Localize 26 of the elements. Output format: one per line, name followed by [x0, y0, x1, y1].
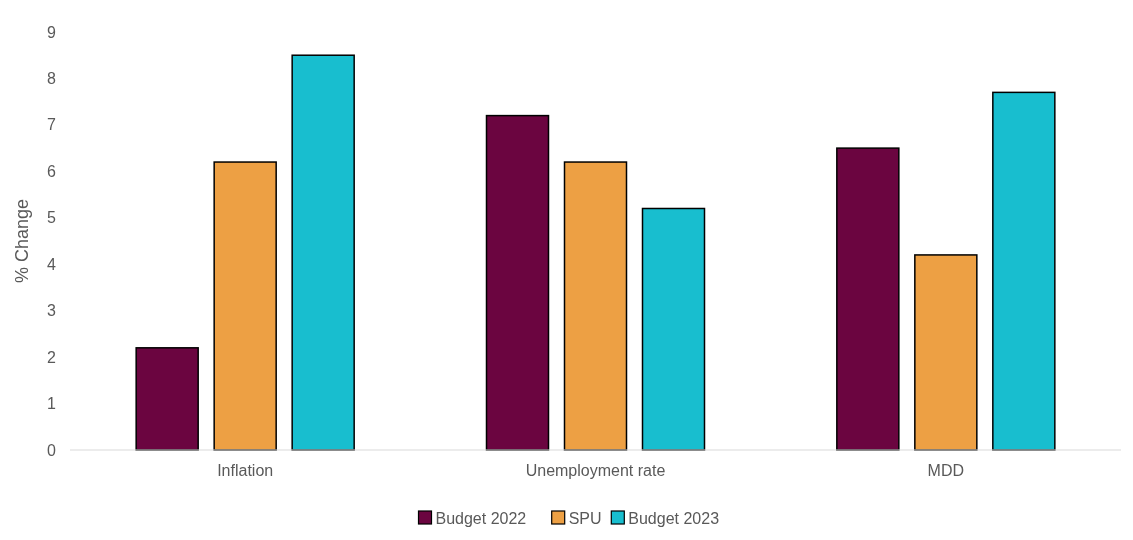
bar [992, 91, 1056, 451]
x-tick-label: Unemployment rate [525, 462, 666, 479]
bar [291, 54, 355, 451]
legend-label: SPU [568, 509, 602, 527]
bar [485, 114, 550, 451]
bar [135, 347, 199, 451]
x-tick-label: MDD [927, 462, 965, 479]
y-tick-label: 3 [47, 302, 57, 320]
y-tick-label: 7 [47, 116, 57, 134]
bar [213, 161, 277, 451]
bar [641, 207, 706, 451]
legend-label: Budget 2023 [628, 509, 720, 527]
y-tick-label: 5 [47, 209, 57, 227]
x-tick-label: Inflation [217, 462, 274, 479]
bar [914, 254, 978, 451]
y-axis-title: % Change [12, 198, 32, 284]
y-tick-label: 6 [47, 162, 57, 180]
y-tick-label: 9 [47, 23, 57, 41]
legend-label: Budget 2022 [435, 509, 527, 527]
y-tick-label: 8 [47, 70, 57, 88]
bar [563, 161, 628, 451]
y-tick-label: 2 [47, 348, 57, 366]
bar [836, 147, 900, 451]
y-tick-label: 4 [47, 255, 57, 273]
y-tick-label: 0 [47, 441, 57, 459]
y-tick-label: 1 [47, 395, 57, 413]
